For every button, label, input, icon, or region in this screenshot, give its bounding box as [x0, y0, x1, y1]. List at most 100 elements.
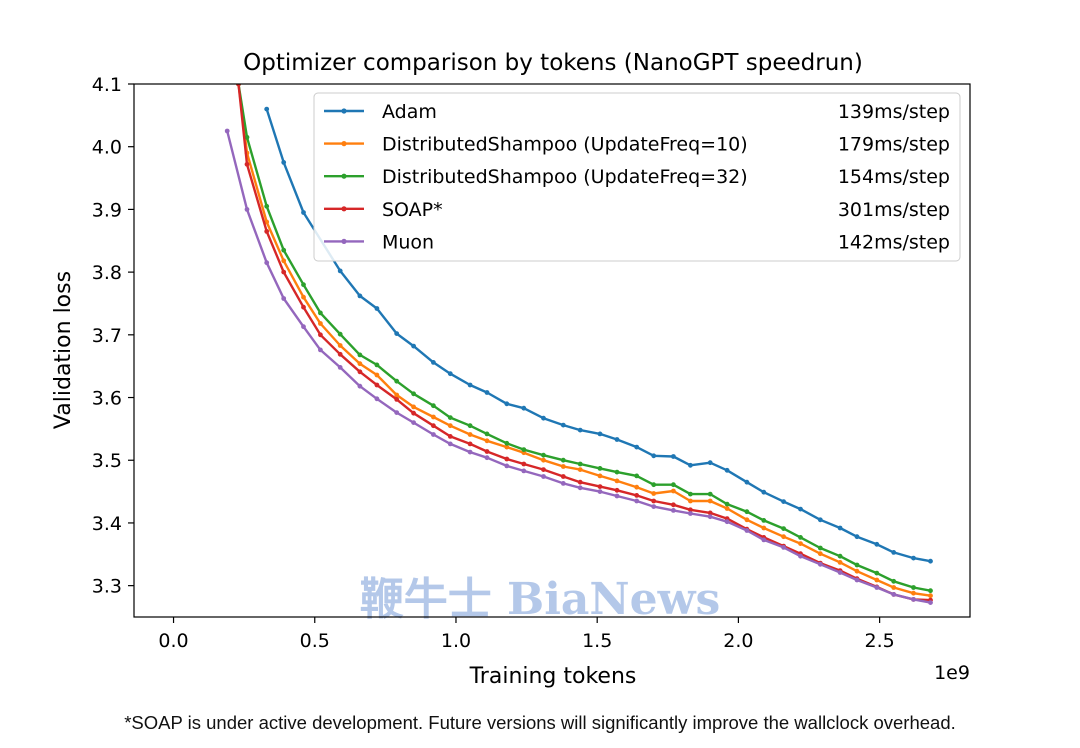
data-point — [854, 568, 860, 574]
data-point — [484, 431, 490, 437]
data-point — [688, 491, 693, 497]
data-point — [301, 304, 306, 310]
legend-swatch-marker — [341, 141, 347, 147]
data-point — [504, 401, 510, 407]
data-point — [467, 423, 473, 429]
data-point — [281, 269, 287, 275]
legend-series-name: DistributedShampoo (UpdateFreq=32) — [382, 166, 748, 188]
data-point — [597, 484, 603, 489]
x-axis-label: Training tokens — [469, 664, 637, 689]
data-point — [671, 502, 676, 508]
plot-area — [224, 84, 933, 605]
data-point — [431, 432, 436, 437]
data-point — [781, 526, 786, 531]
data-point — [411, 404, 416, 410]
data-point — [614, 487, 620, 493]
data-point — [891, 585, 897, 590]
data-point — [281, 247, 287, 253]
data-point — [521, 461, 527, 467]
data-point — [837, 525, 843, 531]
data-point — [911, 585, 916, 590]
data-point — [318, 321, 323, 326]
legend-swatch-marker — [341, 238, 347, 244]
series-4 — [224, 128, 933, 605]
data-point — [301, 294, 306, 300]
data-point — [577, 467, 583, 472]
data-point — [504, 456, 510, 462]
data-point — [467, 432, 473, 437]
data-point — [744, 479, 750, 485]
data-point — [651, 491, 657, 496]
data-point — [541, 452, 546, 458]
data-point — [597, 489, 603, 494]
data-point — [744, 517, 750, 523]
data-point — [521, 468, 527, 474]
legend-series-name: Adam — [382, 101, 437, 123]
data-point — [724, 506, 730, 511]
data-point — [521, 447, 527, 452]
legend-series-speed: 139ms/step — [838, 101, 950, 123]
data-point — [484, 449, 490, 454]
data-point — [577, 485, 583, 491]
data-point — [891, 550, 897, 555]
y-tick-label: 3.4 — [92, 513, 122, 535]
legend-series-speed: 142ms/step — [838, 231, 950, 253]
data-point — [281, 160, 287, 165]
series-0 — [264, 106, 933, 564]
data-point — [671, 488, 676, 494]
data-point — [911, 555, 916, 561]
data-point — [614, 478, 620, 484]
data-point — [394, 331, 400, 336]
data-point — [560, 464, 566, 469]
footnote: *SOAP is under active development. Futur… — [124, 712, 956, 733]
data-point — [614, 437, 620, 442]
data-point — [688, 511, 693, 516]
data-point — [724, 519, 730, 525]
data-point — [467, 441, 473, 447]
data-point — [447, 441, 453, 447]
data-point — [744, 528, 750, 533]
data-point — [854, 577, 860, 583]
legend-swatch-marker — [341, 173, 347, 179]
data-point — [467, 382, 473, 388]
data-point — [707, 498, 713, 504]
legend-swatch-marker — [341, 108, 347, 114]
data-point — [224, 128, 230, 134]
data-point — [614, 493, 620, 499]
data-point — [374, 306, 380, 311]
axes: 0.0 0.5 1.0 1.5 2.0 2.5 3.3 3.4 3.5 3.6 3.7 3.8 3.9 4… — [92, 74, 895, 652]
x-axis-scale-label: 1e9 — [934, 662, 970, 684]
chart-title: Optimizer comparison by tokens (NanoGPT … — [243, 50, 863, 76]
data-point — [374, 372, 380, 378]
data-point — [597, 466, 603, 471]
legend-series-name: Muon — [382, 231, 434, 253]
data-point — [874, 585, 880, 590]
y-tick-label: 3.6 — [92, 388, 122, 410]
data-point — [817, 561, 823, 567]
legend-series-speed: 301ms/step — [838, 199, 950, 221]
data-point — [928, 600, 933, 605]
data-point — [337, 331, 343, 337]
data-point — [724, 501, 730, 507]
data-point — [744, 509, 750, 515]
data-point — [928, 593, 933, 599]
data-point — [337, 343, 343, 348]
data-point — [264, 229, 270, 234]
data-point — [577, 427, 583, 433]
data-point — [817, 551, 823, 557]
data-point — [411, 391, 416, 397]
data-point — [431, 423, 436, 429]
legend-entry: Muon 142ms/step — [324, 231, 950, 253]
data-point — [891, 592, 897, 597]
data-point — [891, 578, 897, 584]
legend-entry: DistributedShampoo (UpdateFreq=32) 154ms/… — [324, 166, 950, 188]
x-tick-label: 2.5 — [865, 630, 895, 652]
data-point — [411, 343, 416, 349]
x-tick-label: 1.0 — [441, 630, 471, 652]
data-point — [504, 463, 510, 469]
data-point — [447, 371, 453, 377]
data-point — [431, 360, 436, 365]
data-point — [651, 453, 657, 459]
x-tick-label: 0.5 — [300, 630, 330, 652]
data-point — [374, 362, 380, 368]
